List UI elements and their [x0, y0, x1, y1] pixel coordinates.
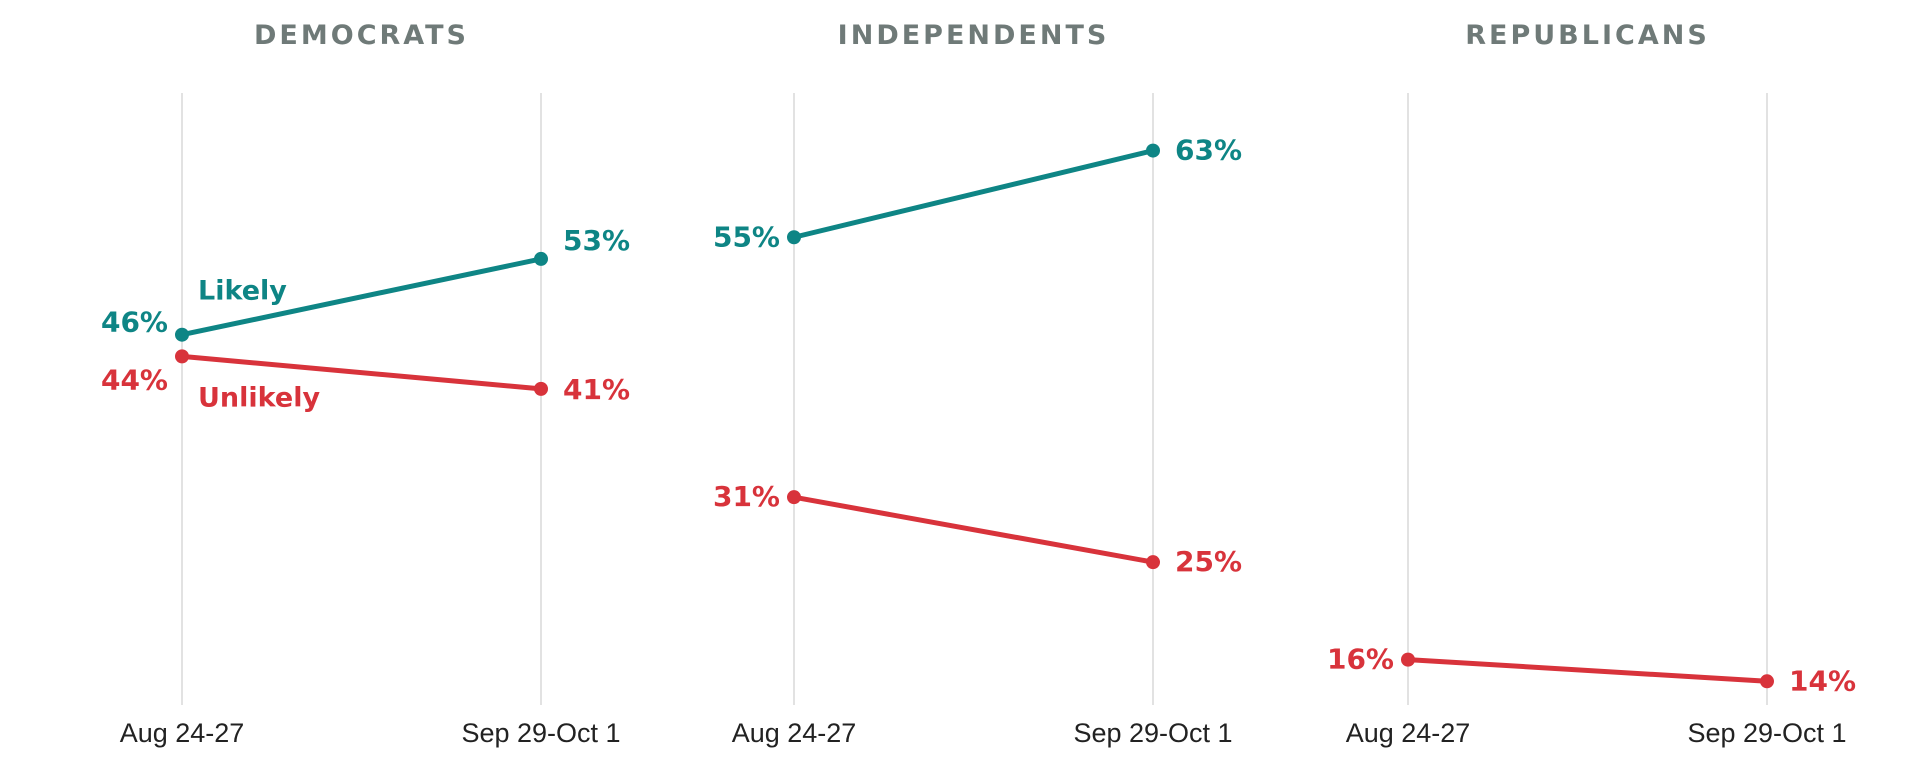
panel-1-title: DEMOCRATS — [254, 20, 469, 51]
panel-1-likely-line — [179, 256, 544, 338]
panel-1-likely-label-2: 53% — [563, 224, 630, 257]
panel-1-unlikely-point-1 — [175, 349, 189, 364]
panel-1-unlikely-label-1: 44% — [101, 363, 168, 396]
panel-2-unlikely-label-1: 31% — [713, 480, 780, 513]
panel-2-title: INDEPENDENTS — [838, 20, 1110, 51]
panel-3-unlikely-label-1: 16% — [1327, 643, 1394, 676]
panel-3-title: REPUBLICANS — [1465, 20, 1710, 51]
panel-3-unlikely-point-2 — [1760, 674, 1774, 689]
panel-1-x-tick-2: Sep 29-Oct 1 — [461, 718, 620, 748]
panel-3-x-tick-1: Aug 24-27 — [1346, 718, 1471, 748]
panel-1-unlikely-label-2: 41% — [563, 373, 630, 406]
panel-1-likely-series-name: Likely — [198, 276, 287, 307]
panel-2-unlikely-line — [791, 494, 1156, 565]
panel-2-likely-point-2 — [1146, 143, 1160, 158]
panel-1-likely-label-1: 46% — [101, 306, 168, 339]
panel-3-unlikely-label-2: 14% — [1789, 664, 1856, 697]
panel-1-unlikely-line — [179, 353, 544, 392]
panel-2-likely-label-1: 55% — [713, 220, 780, 253]
panel-1-likely-point-1 — [175, 327, 189, 342]
panel-1-unlikely-point-2 — [534, 381, 548, 396]
panel-2-unlikely-point-1 — [787, 490, 801, 505]
panel-2-likely-label-2: 63% — [1175, 134, 1242, 167]
panel-1-x-tick-1: Aug 24-27 — [120, 718, 245, 748]
panel-2-likely-line — [791, 148, 1156, 240]
panel-2-likely-point-1 — [787, 230, 801, 245]
panel-3-x-tick-2: Sep 29-Oct 1 — [1687, 718, 1846, 748]
panel-2-x-tick-1: Aug 24-27 — [732, 718, 857, 748]
panel-2-unlikely-point-2 — [1146, 555, 1160, 570]
panel-2-unlikely-label-2: 25% — [1175, 545, 1242, 578]
panel-3-unlikely-line — [1405, 657, 1770, 684]
panel-1-unlikely-series-name: Unlikely — [198, 382, 320, 413]
panel-1-likely-point-2 — [534, 251, 548, 266]
panel-2-x-tick-2: Sep 29-Oct 1 — [1073, 718, 1232, 748]
panel-3-unlikely-point-1 — [1401, 652, 1415, 667]
